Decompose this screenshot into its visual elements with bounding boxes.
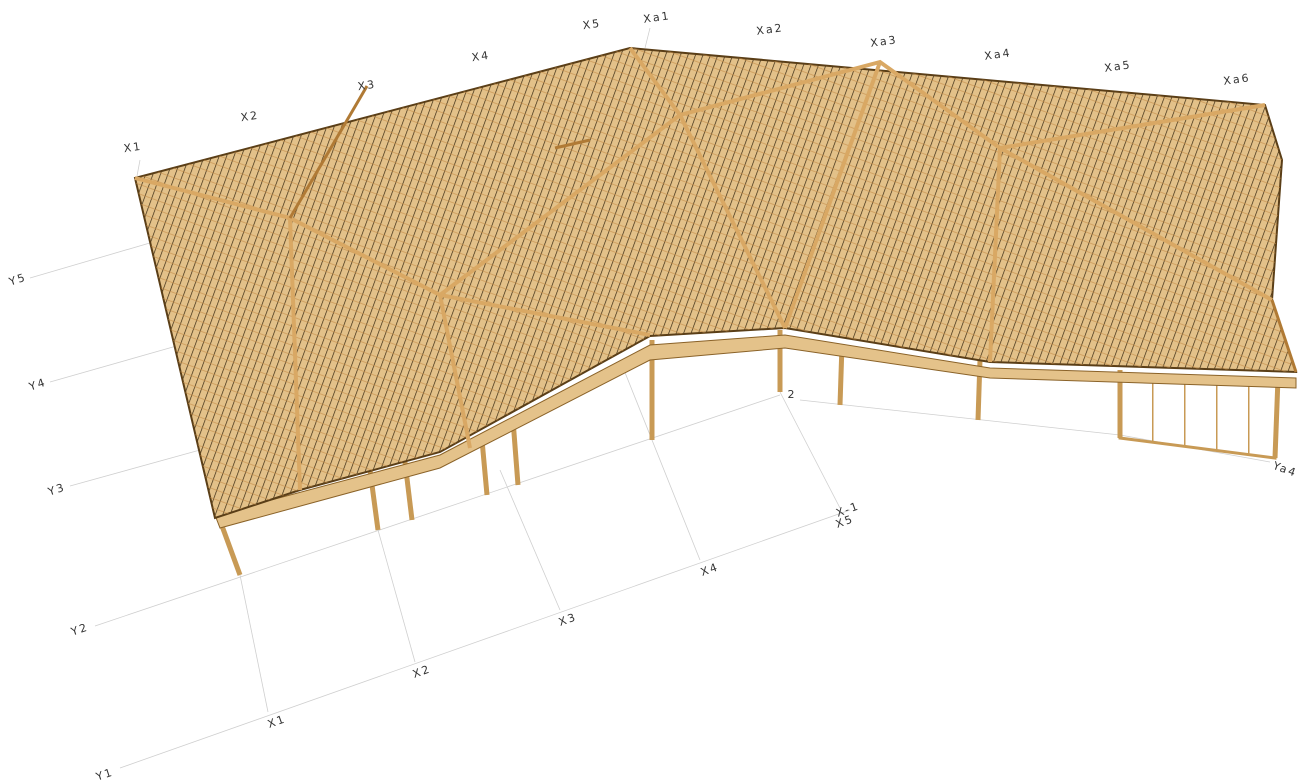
grid-label: Xa1 <box>643 9 672 26</box>
eave-frame <box>214 334 1297 529</box>
grid-label: Xa6 <box>1223 71 1252 88</box>
grid-label: Xa5 <box>1104 58 1133 75</box>
grid-label: X5 <box>582 17 602 32</box>
grid-label: X1 <box>123 140 143 155</box>
grid-label: Xa4 <box>984 46 1013 63</box>
grid-label: X2 <box>240 109 260 124</box>
grid-label: Y1 <box>93 766 115 784</box>
grid-label: X2 <box>411 662 433 681</box>
grid-label: X5 <box>834 512 856 531</box>
wall-frame <box>1118 376 1280 460</box>
grid-label: X4 <box>699 560 721 579</box>
grid-labels: X1 X2 X3 X4 X5 Xa1 Xa2 Xa3 Xa4 Xa5 Xa6 Y5 Y4 Y3 Y2 Y1 X1… <box>6 9 1299 784</box>
grid-label: Y5 <box>6 271 28 289</box>
grid-label: 2 <box>788 388 797 401</box>
grid-label: X4 <box>471 49 491 64</box>
roof <box>133 46 1298 520</box>
grid-label: Xa2 <box>756 21 785 38</box>
grid-label: Y2 <box>68 621 90 639</box>
grid-label: X1 <box>266 712 288 731</box>
grid-label: X3 <box>557 610 579 629</box>
grid-label: X3 <box>357 78 377 93</box>
grid-label: Ya4 <box>1270 459 1299 480</box>
grid-label: Xa3 <box>870 33 899 50</box>
grid-label: Y4 <box>26 376 48 394</box>
grid-label: Y3 <box>45 481 67 499</box>
